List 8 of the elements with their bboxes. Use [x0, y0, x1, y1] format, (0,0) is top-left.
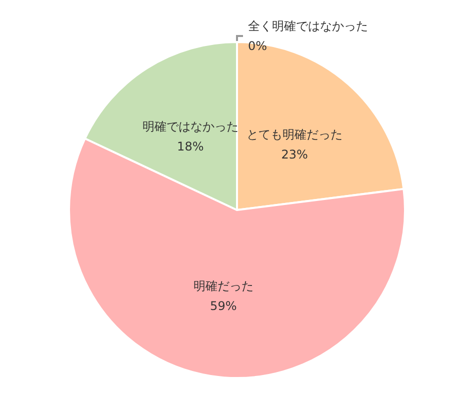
data-label: 18% — [177, 140, 204, 154]
data-label: 59% — [210, 298, 237, 313]
slice-label: 明確だった — [193, 278, 254, 293]
data-label: 23% — [281, 148, 308, 162]
slice-label: 明確ではなかった — [142, 120, 238, 134]
slice-label: とても明確だった — [246, 128, 343, 142]
text: 0% — [248, 39, 268, 53]
category-label: 全く明確ではなかった — [248, 19, 368, 33]
